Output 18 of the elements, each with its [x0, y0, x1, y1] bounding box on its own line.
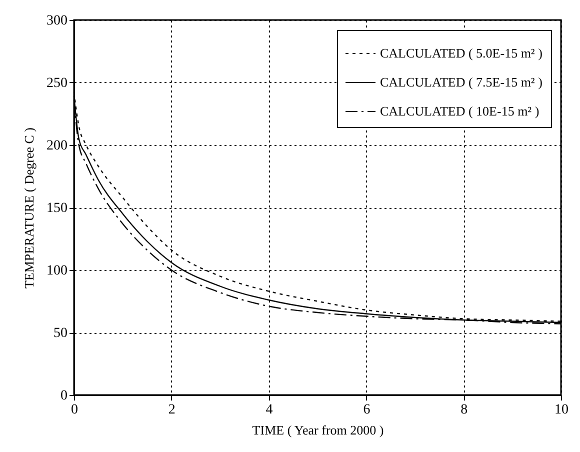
- y-tick-label: 50: [54, 326, 68, 341]
- x-tick-label: 10: [554, 402, 568, 418]
- legend-label: CALCULATED ( 10E-15 m² ): [380, 104, 540, 118]
- y-tick-label: 100: [46, 264, 68, 278]
- y-tick-label: 0: [60, 388, 68, 404]
- x-tick-label: 6: [363, 402, 370, 418]
- y-tick-label: 250: [46, 76, 68, 91]
- y-tick-label: 200: [46, 138, 68, 154]
- x-tick-label: 2: [168, 402, 176, 418]
- y-tick-label: 150: [46, 201, 68, 216]
- legend-label: CALCULATED ( 7.5E-15 m² ): [380, 74, 542, 90]
- y-tick-label: 300: [46, 14, 68, 28]
- legend-label: CALCULATED ( 5.0E-15 m² ): [380, 46, 542, 60]
- x-tick-label: 4: [266, 402, 273, 418]
- x-tick-label: 0: [71, 402, 78, 418]
- x-axis-title: TIME ( Year from 2000 ): [252, 422, 384, 438]
- y-axis-title: TEMPERATURE ( Degree C ): [22, 127, 36, 289]
- x-tick-label: 8: [460, 402, 468, 418]
